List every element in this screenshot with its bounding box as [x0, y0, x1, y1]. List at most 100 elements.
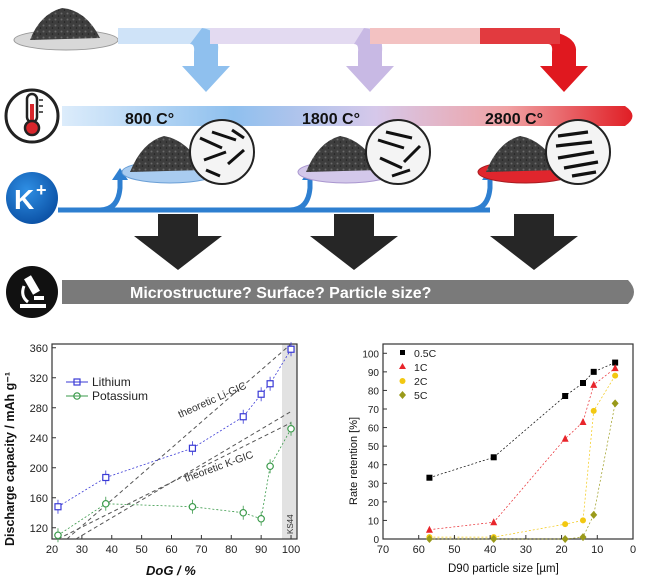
data-point-0.5c [562, 393, 569, 399]
left-y-tick-label: 360 [30, 343, 48, 355]
data-point-potassium [257, 514, 265, 523]
theory-li-line [66, 343, 292, 540]
right-y-tick-label: 40 [368, 461, 380, 472]
data-point-0.5c [612, 359, 619, 366]
right-x-tick-label: 70 [377, 544, 389, 556]
data-point-2c [590, 407, 597, 414]
data-point-1c [611, 364, 619, 372]
data-point-1c [490, 518, 498, 526]
raw-powder-plate [13, 8, 119, 51]
right-y-tick-label: 80 [368, 386, 380, 397]
data-point-lithium [266, 380, 274, 388]
data-point-1c [590, 380, 598, 388]
data-point-potassium [239, 508, 248, 517]
series-line-5c [429, 403, 616, 540]
data-point-0.5c [580, 380, 586, 386]
right-x-tick-label: 30 [520, 544, 532, 556]
right-chart-xlabel: D90 particle size [µm] [448, 563, 559, 575]
series-line-lithium [57, 349, 292, 508]
legend-label-2c: 2C [414, 376, 428, 388]
right-chart-legend: 0.5C 1C 2C 5C [399, 348, 437, 402]
series-line-1c [429, 367, 616, 531]
left-x-tick-label: 30 [76, 544, 88, 556]
thermometer-icon [4, 88, 60, 144]
left-y-tick-label: 240 [30, 433, 48, 445]
left-chart-plot-area [51, 343, 298, 540]
process-diagram: 800 C° 1800 C° 2800 C° K + [4, 8, 634, 318]
question-banner-text: Microstructure? Surface? Particle size? [130, 285, 431, 302]
data-point-potassium [188, 502, 197, 511]
data-point-1c [425, 525, 433, 533]
right-y-tick-label: 70 [368, 405, 380, 416]
legend-label-0.5c: 0.5C [414, 348, 437, 360]
left-chart-frame [51, 343, 298, 540]
legend-marker-2c [399, 378, 406, 384]
legend-label-potassium: Potassium [92, 389, 148, 403]
question-banner: Microstructure? Surface? Particle size? [62, 280, 634, 304]
left-y-tick-label: 200 [30, 463, 48, 475]
left-chart-xlabel: DoG / % [146, 563, 196, 578]
right-x-tick-label: 60 [413, 544, 425, 556]
data-point-potassium [54, 531, 62, 540]
data-point-5c [425, 535, 433, 543]
data-point-2c [562, 521, 569, 528]
series-line-potassium [57, 428, 292, 536]
data-point-lithium [257, 390, 265, 398]
data-point-5c [579, 533, 587, 542]
right-y-tick-label: 90 [368, 368, 380, 379]
legend-label-1c: 1C [414, 362, 428, 374]
data-point-1c [579, 418, 587, 425]
data-point-2c [612, 372, 619, 379]
right-y-tick-label: 60 [368, 424, 380, 435]
down-arrows [134, 214, 578, 270]
left-chart-series [54, 342, 295, 543]
left-chart-ks44-band [282, 344, 297, 539]
left-y-tick-label: 320 [30, 373, 48, 385]
right-x-tick-label: 10 [591, 544, 603, 556]
data-point-5c [490, 535, 498, 543]
legend-marker-5c [399, 391, 406, 399]
left-chart: 20 30 40 50 60 70 80 90 100 120 160 200 240 280 320 360… [3, 342, 300, 578]
left-chart-theory-lines [57, 343, 292, 540]
data-point-lithium [54, 503, 62, 511]
left-chart-annotation-li: theoretic Li-GIC [176, 380, 248, 421]
left-x-tick-label: 70 [195, 544, 207, 556]
right-y-tick-label: 20 [368, 498, 380, 509]
right-chart-series [425, 359, 619, 543]
data-point-0.5c [490, 454, 497, 461]
legend-marker-1c [399, 363, 406, 369]
right-chart-ylabel: Rate retention [%] [348, 417, 360, 505]
right-x-tick-label: 0 [630, 544, 636, 556]
temperature-label-2800: 2800 C° [485, 111, 543, 128]
potassium-ion-icon: K + [6, 172, 58, 224]
left-x-tick-label: 40 [106, 544, 118, 556]
left-chart-ylabel: Discharge capacity / mAh g⁻¹ [3, 372, 17, 546]
legend-marker-lithium [73, 378, 81, 386]
data-point-potassium [101, 499, 110, 508]
data-point-5c [590, 510, 598, 519]
left-x-tick-label: 80 [225, 544, 237, 556]
potassium-symbol: K [14, 184, 34, 215]
potassium-flow-arrow [58, 168, 498, 213]
potassium-charge: + [36, 180, 47, 200]
legend-marker-0.5c [400, 350, 405, 355]
right-chart-frame [382, 343, 634, 540]
left-y-tick-label: 120 [30, 523, 48, 535]
left-chart-annotation-ks44: KS44 [286, 514, 295, 534]
right-y-tick-label: 100 [362, 349, 379, 360]
data-point-1c [561, 434, 569, 442]
sample-station-1800 [297, 119, 431, 185]
data-point-2c [580, 517, 586, 524]
data-point-0.5c [426, 474, 433, 481]
right-x-tick-label: 50 [448, 544, 460, 556]
legend-label-5c: 5C [414, 390, 428, 402]
data-point-lithium [287, 345, 295, 353]
legend-marker-potassium [73, 392, 81, 400]
left-x-tick-label: 20 [46, 544, 58, 556]
data-point-0.5c [590, 368, 597, 375]
left-x-tick-label: 90 [255, 544, 267, 556]
sample-station-800 [121, 119, 255, 185]
